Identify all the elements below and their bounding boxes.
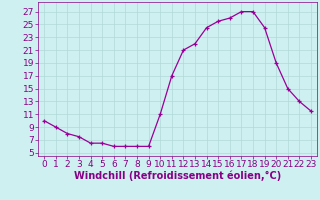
X-axis label: Windchill (Refroidissement éolien,°C): Windchill (Refroidissement éolien,°C) (74, 171, 281, 181)
